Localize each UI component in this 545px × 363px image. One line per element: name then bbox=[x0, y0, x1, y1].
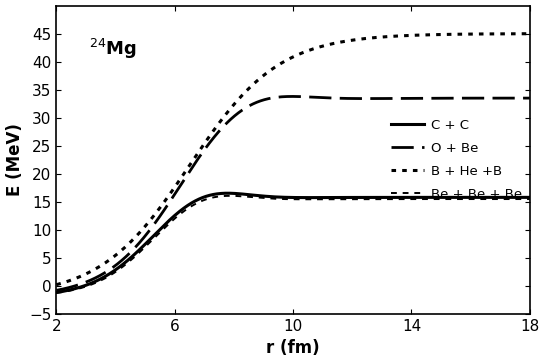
Y-axis label: E (MeV): E (MeV) bbox=[5, 123, 23, 196]
Text: $^{24}$Mg: $^{24}$Mg bbox=[89, 36, 137, 61]
Legend: C + C, O + Be, B + He +B, Be + Be + Be: C + C, O + Be, B + He +B, Be + Be + Be bbox=[386, 114, 527, 206]
X-axis label: r (fm): r (fm) bbox=[267, 339, 320, 358]
